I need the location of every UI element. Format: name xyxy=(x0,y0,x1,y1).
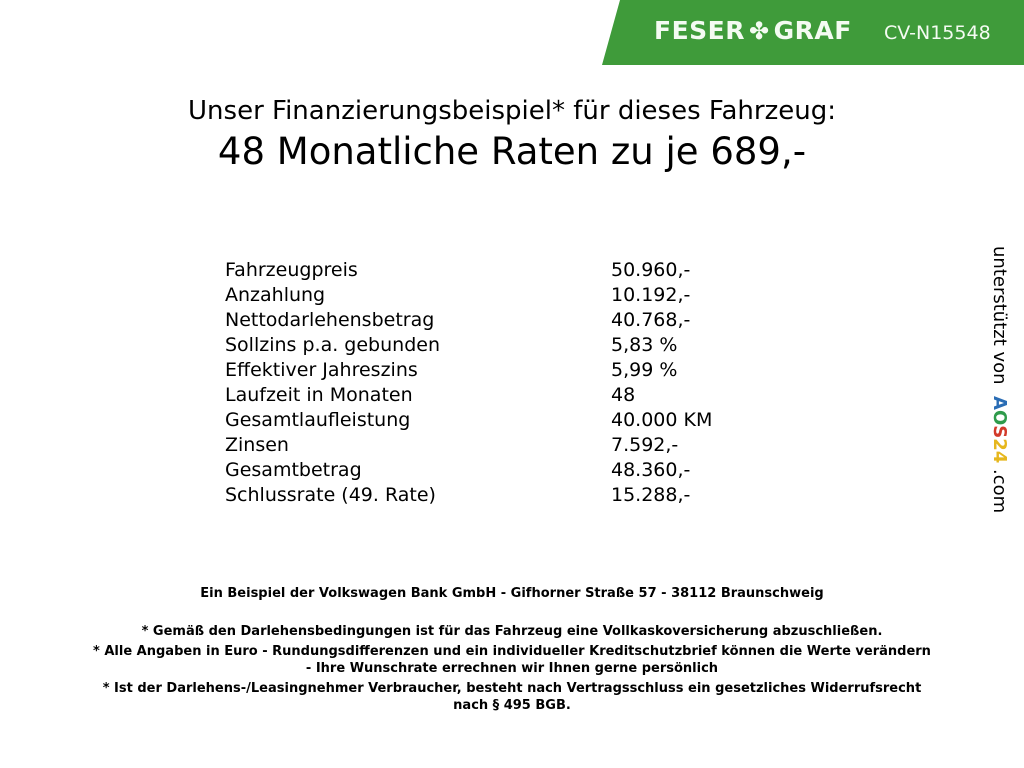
brand-right: GRAF xyxy=(773,16,852,45)
sponsor-label: unterstützt von xyxy=(989,246,1010,385)
row-label: Gesamtbetrag xyxy=(225,459,362,481)
aos24-logo: AOS24 xyxy=(989,396,1010,464)
table-row: Anzahlung 10.192,- xyxy=(225,283,745,308)
finance-table: Fahrzeugpreis 50.960,- Anzahlung 10.192,- Ne… xyxy=(225,258,745,508)
dealer-logo: FESER ✤ GRAF xyxy=(654,16,852,45)
row-value: 48.360,- xyxy=(611,459,691,481)
table-row: Zinsen 7.592,- xyxy=(225,433,745,458)
footnote-1: * Gemäß den Darlehensbedingungen ist für… xyxy=(141,624,883,639)
row-value: 40.768,- xyxy=(611,309,691,331)
row-label: Nettodarlehensbetrag xyxy=(225,309,435,331)
table-row: Schlussrate (49. Rate) 15.288,- xyxy=(225,483,745,508)
footnote-3a: * Ist der Darlehens-/Leasingnehmer Verbr… xyxy=(102,681,922,696)
sponsor-text: unterstützt von AOS24 .com xyxy=(989,246,1010,513)
footnote-2b: - Ihre Wunschrate errechnen wir Ihnen ge… xyxy=(305,661,719,676)
table-row: Laufzeit in Monaten 48 xyxy=(225,383,745,408)
table-row: Gesamtbetrag 48.360,- xyxy=(225,458,745,483)
row-value: 48 xyxy=(611,384,636,406)
row-value: 10.192,- xyxy=(611,284,691,306)
row-label: Effektiver Jahreszins xyxy=(225,359,418,381)
table-row: Sollzins p.a. gebunden 5,83 % xyxy=(225,333,745,358)
dealer-banner xyxy=(602,0,1024,65)
row-value: 5,83 % xyxy=(611,334,678,356)
bank-info: Ein Beispiel der Volkswagen Bank GmbH - … xyxy=(200,586,824,601)
vehicle-code: CV-N15548 xyxy=(884,22,991,44)
title-line2: 48 Monatliche Raten zu je 689,- xyxy=(217,130,807,173)
row-label: Sollzins p.a. gebunden xyxy=(225,334,440,356)
table-row: Gesamtlaufleistung 40.000 KM xyxy=(225,408,745,433)
brand-left: FESER xyxy=(654,16,745,45)
table-row: Nettodarlehensbetrag 40.768,- xyxy=(225,308,745,333)
clover-icon: ✤ xyxy=(749,17,770,45)
title-line1: Unser Finanzierungsbeispiel* für dieses … xyxy=(188,96,836,126)
row-value: 40.000 KM xyxy=(611,409,713,431)
row-label: Fahrzeugpreis xyxy=(225,259,358,281)
footnote-3b: nach § 495 BGB. xyxy=(453,698,571,713)
row-label: Schlussrate (49. Rate) xyxy=(225,484,436,506)
row-label: Anzahlung xyxy=(225,284,326,306)
row-value: 7.592,- xyxy=(611,434,679,456)
row-value: 50.960,- xyxy=(611,259,691,281)
row-label: Gesamtlaufleistung xyxy=(225,409,411,431)
table-row: Effektiver Jahreszins 5,99 % xyxy=(225,358,745,383)
row-label: Zinsen xyxy=(225,434,289,456)
row-label: Laufzeit in Monaten xyxy=(225,384,413,406)
sponsor-domain: .com xyxy=(989,469,1010,514)
row-value: 5,99 % xyxy=(611,359,678,381)
footnote-2a: * Alle Angaben in Euro - Rundungsdiffere… xyxy=(93,644,931,659)
table-row: Fahrzeugpreis 50.960,- xyxy=(225,258,745,283)
row-value: 15.288,- xyxy=(611,484,691,506)
